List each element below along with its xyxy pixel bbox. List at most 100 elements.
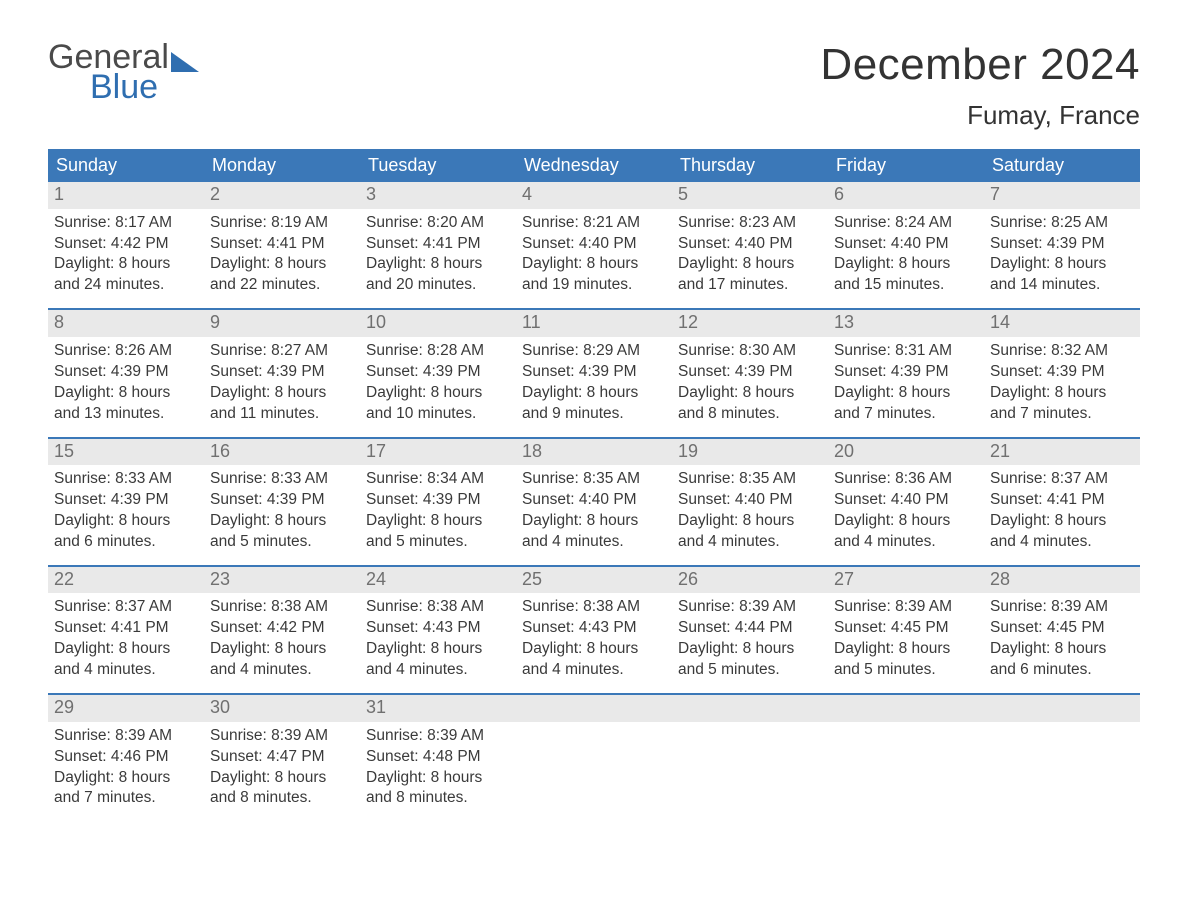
day-details: Sunrise: 8:39 AMSunset: 4:47 PMDaylight:… (204, 722, 360, 810)
day-line-day1: Daylight: 8 hours (54, 768, 198, 789)
day-number (516, 695, 672, 722)
day-line-sunset: Sunset: 4:39 PM (210, 490, 354, 511)
day-number: 2 (204, 182, 360, 209)
day-details: Sunrise: 8:28 AMSunset: 4:39 PMDaylight:… (360, 337, 516, 425)
calendar-day: 18Sunrise: 8:35 AMSunset: 4:40 PMDayligh… (516, 439, 672, 565)
day-line-sunset: Sunset: 4:43 PM (522, 618, 666, 639)
day-line-sunrise: Sunrise: 8:17 AM (54, 213, 198, 234)
calendar-day: 28Sunrise: 8:39 AMSunset: 4:45 PMDayligh… (984, 567, 1140, 693)
day-line-sunset: Sunset: 4:39 PM (834, 362, 978, 383)
calendar-day: 3Sunrise: 8:20 AMSunset: 4:41 PMDaylight… (360, 182, 516, 308)
day-line-sunrise: Sunrise: 8:37 AM (54, 597, 198, 618)
day-details: Sunrise: 8:39 AMSunset: 4:46 PMDaylight:… (48, 722, 204, 810)
calendar-day: 4Sunrise: 8:21 AMSunset: 4:40 PMDaylight… (516, 182, 672, 308)
calendar-week: 22Sunrise: 8:37 AMSunset: 4:41 PMDayligh… (48, 565, 1140, 693)
day-line-day2: and 5 minutes. (834, 660, 978, 681)
header-area: General Blue December 2024 Fumay, France (48, 40, 1140, 131)
day-details: Sunrise: 8:31 AMSunset: 4:39 PMDaylight:… (828, 337, 984, 425)
day-details: Sunrise: 8:23 AMSunset: 4:40 PMDaylight:… (672, 209, 828, 297)
day-line-day1: Daylight: 8 hours (678, 383, 822, 404)
day-line-sunrise: Sunrise: 8:36 AM (834, 469, 978, 490)
day-details: Sunrise: 8:37 AMSunset: 4:41 PMDaylight:… (984, 465, 1140, 553)
day-line-sunrise: Sunrise: 8:35 AM (678, 469, 822, 490)
day-number: 29 (48, 695, 204, 722)
day-line-sunset: Sunset: 4:40 PM (678, 490, 822, 511)
brand-word-2: Blue (90, 70, 199, 104)
calendar-day: 2 Sunrise: 8:19 AMSunset: 4:41 PMDaylight… (204, 182, 360, 308)
calendar-day: 24Sunrise: 8:38 AMSunset: 4:43 PMDayligh… (360, 567, 516, 693)
day-line-day1: Daylight: 8 hours (54, 639, 198, 660)
day-line-day1: Daylight: 8 hours (990, 639, 1134, 660)
day-line-day2: and 7 minutes. (834, 404, 978, 425)
day-details: Sunrise: 8:33 AMSunset: 4:39 PMDaylight:… (48, 465, 204, 553)
day-number: 8 (48, 310, 204, 337)
day-line-sunset: Sunset: 4:41 PM (210, 234, 354, 255)
day-number: 16 (204, 439, 360, 466)
day-line-day1: Daylight: 8 hours (990, 254, 1134, 275)
day-line-sunrise: Sunrise: 8:29 AM (522, 341, 666, 362)
day-line-day2: and 5 minutes. (210, 532, 354, 553)
day-line-sunrise: Sunrise: 8:24 AM (834, 213, 978, 234)
day-line-day2: and 4 minutes. (990, 532, 1134, 553)
day-line-day1: Daylight: 8 hours (210, 511, 354, 532)
calendar: SundayMondayTuesdayWednesdayThursdayFrid… (48, 149, 1140, 821)
day-details: Sunrise: 8:39 AMSunset: 4:48 PMDaylight:… (360, 722, 516, 810)
day-number: 19 (672, 439, 828, 466)
day-number: 23 (204, 567, 360, 594)
calendar-day (516, 695, 672, 821)
day-line-sunset: Sunset: 4:44 PM (678, 618, 822, 639)
day-line-day1: Daylight: 8 hours (834, 254, 978, 275)
day-number: 31 (360, 695, 516, 722)
weekday-header-row: SundayMondayTuesdayWednesdayThursdayFrid… (48, 149, 1140, 182)
day-line-sunrise: Sunrise: 8:39 AM (366, 726, 510, 747)
day-details: Sunrise: 8:39 AMSunset: 4:45 PMDaylight:… (828, 593, 984, 681)
day-line-sunrise: Sunrise: 8:31 AM (834, 341, 978, 362)
weekday-header: Saturday (984, 149, 1140, 182)
calendar-day: 27Sunrise: 8:39 AMSunset: 4:45 PMDayligh… (828, 567, 984, 693)
brand-triangle-icon (171, 52, 199, 72)
calendar-day: 16 Sunrise: 8:33 AMSunset: 4:39 PMDayligh… (204, 439, 360, 565)
day-number: 14 (984, 310, 1140, 337)
calendar-day: 5Sunrise: 8:23 AMSunset: 4:40 PMDaylight… (672, 182, 828, 308)
calendar-day: 30Sunrise: 8:39 AMSunset: 4:47 PMDayligh… (204, 695, 360, 821)
day-line-sunset: Sunset: 4:40 PM (522, 490, 666, 511)
day-line-sunrise: Sunrise: 8:39 AM (990, 597, 1134, 618)
day-number: 1 (48, 182, 204, 209)
day-number: 7 (984, 182, 1140, 209)
day-line-day2: and 4 minutes. (678, 532, 822, 553)
calendar-day: 20Sunrise: 8:36 AMSunset: 4:40 PMDayligh… (828, 439, 984, 565)
day-line-day1: Daylight: 8 hours (366, 383, 510, 404)
calendar-day (984, 695, 1140, 821)
day-details: Sunrise: 8:30 AMSunset: 4:39 PMDaylight:… (672, 337, 828, 425)
day-line-sunrise: Sunrise: 8:25 AM (990, 213, 1134, 234)
day-number: 11 (516, 310, 672, 337)
day-line-day2: and 4 minutes. (834, 532, 978, 553)
day-number: 9 (204, 310, 360, 337)
day-line-sunrise: Sunrise: 8:35 AM (522, 469, 666, 490)
calendar-day: 8Sunrise: 8:26 AMSunset: 4:39 PMDaylight… (48, 310, 204, 436)
day-number: 5 (672, 182, 828, 209)
day-details: Sunrise: 8:36 AMSunset: 4:40 PMDaylight:… (828, 465, 984, 553)
day-details: Sunrise: 8:26 AMSunset: 4:39 PMDaylight:… (48, 337, 204, 425)
day-line-sunrise: Sunrise: 8:19 AM (210, 213, 354, 234)
day-line-day1: Daylight: 8 hours (210, 254, 354, 275)
day-line-day2: and 20 minutes. (366, 275, 510, 296)
day-line-sunrise: Sunrise: 8:33 AM (210, 469, 354, 490)
calendar-week: 15Sunrise: 8:33 AMSunset: 4:39 PMDayligh… (48, 437, 1140, 565)
weekday-header: Tuesday (360, 149, 516, 182)
day-details: Sunrise: 8:20 AMSunset: 4:41 PMDaylight:… (360, 209, 516, 297)
day-line-sunset: Sunset: 4:39 PM (366, 362, 510, 383)
day-number (828, 695, 984, 722)
day-number (984, 695, 1140, 722)
day-line-sunrise: Sunrise: 8:37 AM (990, 469, 1134, 490)
day-line-day2: and 19 minutes. (522, 275, 666, 296)
day-line-sunset: Sunset: 4:42 PM (210, 618, 354, 639)
calendar-day: 26Sunrise: 8:39 AMSunset: 4:44 PMDayligh… (672, 567, 828, 693)
day-line-sunrise: Sunrise: 8:39 AM (678, 597, 822, 618)
day-line-day1: Daylight: 8 hours (210, 768, 354, 789)
day-line-day1: Daylight: 8 hours (54, 383, 198, 404)
day-line-sunrise: Sunrise: 8:39 AM (210, 726, 354, 747)
day-line-day2: and 9 minutes. (522, 404, 666, 425)
day-line-sunset: Sunset: 4:39 PM (990, 362, 1134, 383)
day-line-day2: and 11 minutes. (210, 404, 354, 425)
